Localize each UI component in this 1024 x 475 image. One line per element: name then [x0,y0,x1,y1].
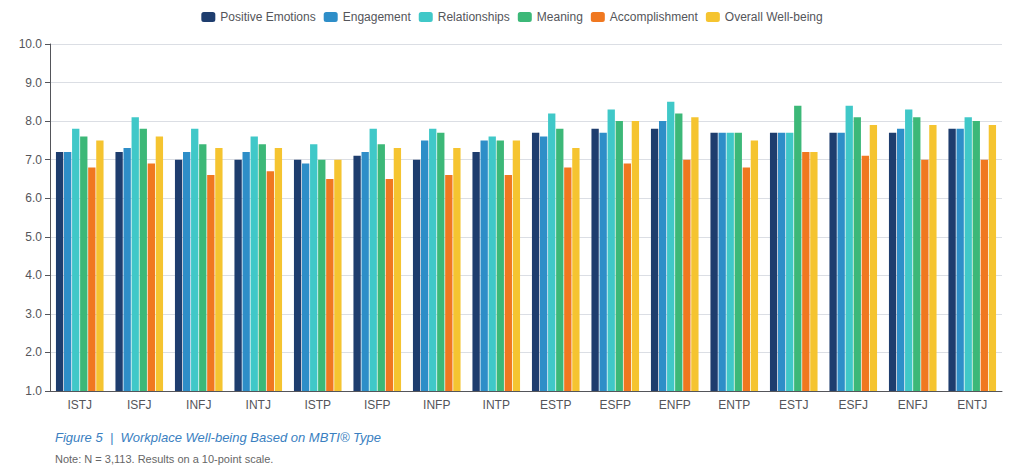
svg-text:5.0: 5.0 [25,230,42,244]
svg-text:ESFJ: ESFJ [839,398,868,412]
svg-text:3.0: 3.0 [25,307,42,321]
svg-text:Figure 5 | Workplace Well-be: Figure 5 | Workplace Well-being Based on… [55,430,381,445]
svg-text:ENTP: ENTP [718,398,750,412]
svg-text:ISTP: ISTP [304,398,331,412]
svg-text:INFJ: INFJ [186,398,211,412]
svg-text:INTJ: INTJ [246,398,271,412]
svg-text:ISFP: ISFP [364,398,391,412]
svg-text:Engagement: Engagement [343,10,412,24]
svg-text:ESTP: ESTP [540,398,571,412]
svg-text:Positive Emotions: Positive Emotions [220,10,315,24]
svg-text:4.0: 4.0 [25,268,42,282]
svg-text:INFP: INFP [423,398,450,412]
svg-text:6.0: 6.0 [25,191,42,205]
svg-text:ESFP: ESFP [600,398,631,412]
svg-text:ENFP: ENFP [659,398,691,412]
svg-text:9.0: 9.0 [25,76,42,90]
svg-text:1.0: 1.0 [25,384,42,398]
svg-text:ISFJ: ISFJ [127,398,152,412]
svg-text:8.0: 8.0 [25,114,42,128]
svg-text:ENTJ: ENTJ [957,398,987,412]
svg-text:ENFJ: ENFJ [898,398,928,412]
svg-text:Overall Well-being: Overall Well-being [725,10,823,24]
svg-text:Relationships: Relationships [438,10,510,24]
svg-text:7.0: 7.0 [25,153,42,167]
svg-text:Meaning: Meaning [537,10,583,24]
svg-text:10.0: 10.0 [19,37,43,51]
svg-text:INTP: INTP [483,398,510,412]
svg-text:Accomplishment: Accomplishment [610,10,699,24]
svg-text:ESTJ: ESTJ [779,398,808,412]
svg-text:2.0: 2.0 [25,345,42,359]
svg-text:Note: N = 3,113. Results on a: Note: N = 3,113. Results on a 10-point s… [55,453,273,465]
svg-text:ISTJ: ISTJ [67,398,92,412]
